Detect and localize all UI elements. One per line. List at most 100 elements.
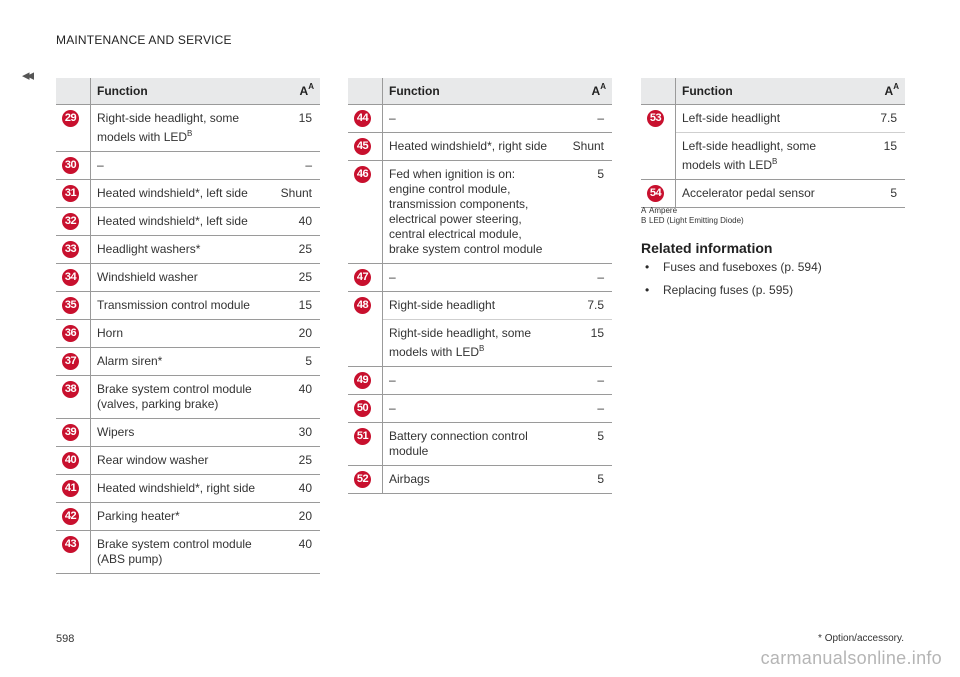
- fuse-number-cell: 34: [56, 263, 91, 292]
- table-row: 35 Transmission control module 15: [56, 291, 320, 320]
- fuse-amperage: 5: [558, 160, 612, 264]
- fuse-number-cell: 53: [641, 104, 676, 180]
- fuse-amperage: 5: [851, 179, 905, 208]
- table-body: 44– –45 Heated windshield*, right side Shun…: [348, 104, 612, 494]
- footnote-b: B LED (Light Emitting Diode): [641, 216, 744, 225]
- fuse-function-text: Brake system control module (ABS pump): [97, 537, 252, 566]
- fuse-function-text: Left-side headlight, some models with LE…: [682, 139, 817, 172]
- fuse-number-cell: 52: [348, 465, 383, 494]
- table-row: 48 Right-side headlight 7.5: [348, 291, 612, 367]
- fuse-function-text: Accelerator pedal sensor: [682, 186, 815, 200]
- fuse-function: Right-side headlight: [382, 291, 558, 320]
- table-row: 54 Accelerator pedal sensor 5: [641, 179, 905, 208]
- fuse-number-badge: 50: [354, 400, 371, 417]
- header-function: Function: [382, 78, 558, 105]
- fuse-table-2: Function AA 44– –45 Heated windshield*, righ…: [348, 78, 612, 494]
- fuse-number-badge: 39: [62, 424, 79, 441]
- table-row: 41 Heated windshield*, right side 40: [56, 474, 320, 503]
- fuse-function: Brake system control module (valves, par…: [90, 375, 266, 419]
- page-number: 598: [56, 633, 75, 645]
- fuse-number-badge: 46: [354, 166, 371, 183]
- fuse-amperage: 15: [266, 291, 320, 320]
- fuse-number-badge: 30: [62, 157, 79, 174]
- fuse-function-text: Horn: [97, 326, 124, 340]
- table-row: 37 Alarm siren* 5: [56, 347, 320, 376]
- fuse-function: Parking heater*: [90, 502, 266, 531]
- fuse-amperage: 5: [558, 422, 612, 466]
- table-row: 33 Headlight washers* 25: [56, 235, 320, 264]
- footnote-marker: B: [187, 129, 193, 138]
- table-row: 45 Heated windshield*, right side Shunt: [348, 132, 612, 161]
- fuse-number-cell: 48: [348, 291, 383, 367]
- fuse-amperage: 5: [558, 465, 612, 494]
- fuse-function: Heated windshield*, left side: [90, 179, 266, 208]
- fuse-number-badge: 29: [62, 110, 79, 127]
- fuse-number-cell: 31: [56, 179, 91, 208]
- fuse-number-cell: 36: [56, 319, 91, 348]
- fuse-number-badge: 42: [62, 508, 79, 525]
- fuse-number-cell: 30: [56, 151, 91, 180]
- fuse-amperage: –: [266, 151, 320, 180]
- fuse-amperage: 20: [266, 502, 320, 531]
- fuse-function-text: –: [389, 111, 396, 125]
- fuse-function: –: [90, 151, 266, 180]
- fuse-amperage: 15: [558, 319, 612, 367]
- header-number-cell: [348, 78, 383, 105]
- fuse-amperage: 40: [266, 530, 320, 574]
- fuse-number-badge: 44: [354, 110, 371, 127]
- previous-page-icon[interactable]: ◂◂: [22, 67, 34, 84]
- fuse-amperage: 15: [851, 132, 905, 180]
- table-body: 53 Left-side headlight 7.5 Left-side headli…: [641, 104, 905, 208]
- fuse-amperage: –: [558, 104, 612, 133]
- header-amp-label: A: [299, 84, 309, 98]
- fuse-function: Heated windshield*, right side: [382, 132, 558, 161]
- fuse-function: Windshield washer: [90, 263, 266, 292]
- fuse-function-text: Heated windshield*, left side: [97, 214, 248, 228]
- fuse-function-text: Wipers: [97, 425, 135, 439]
- table-row: 43 Brake system control module (ABS pump)…: [56, 530, 320, 574]
- table-row: 46 Fed when ignition is on: engine contro…: [348, 160, 612, 264]
- footnote-a: A Ampere: [641, 206, 678, 215]
- fuse-number-badge: 35: [62, 297, 79, 314]
- fuse-amperage: Shunt: [558, 132, 612, 161]
- fuse-function-text: Right-side headlight, some models with L…: [97, 111, 240, 144]
- footer-note: * Option/accessory.: [818, 633, 904, 644]
- table-row: 50 – –: [348, 394, 612, 423]
- fuse-number-badge: 54: [647, 185, 664, 202]
- fuse-function-text: Heated windshield*, right side: [389, 139, 548, 153]
- fuse-number-badge: 53: [647, 110, 664, 127]
- fuse-amperage: 20: [266, 319, 320, 348]
- fuse-function: –: [382, 263, 558, 292]
- table-row: 30 – –: [56, 151, 320, 180]
- fuse-number-badge: 40: [62, 452, 79, 469]
- table-row: 29 Right-side headlight, some models with…: [56, 104, 320, 152]
- table-row: 31 Heated windshield*, left side Shunt: [56, 179, 320, 208]
- fuse-number-cell: 42: [56, 502, 91, 531]
- fuse-amperage: 7.5: [851, 104, 905, 133]
- related-link-fuses-and-fuseboxes[interactable]: Fuses and fuseboxes (p. 594): [663, 260, 822, 274]
- fuse-function: Alarm siren*: [90, 347, 266, 376]
- fuse-table: Function AA 44– –45 Heated windshield*, righ…: [348, 78, 612, 494]
- fuse-number-cell: 37: [56, 347, 91, 376]
- fuse-function-text: –: [389, 270, 396, 284]
- fuse-function-text: Heated windshield*, right side: [97, 481, 256, 495]
- fuse-function-text: Heated windshield*, left side: [97, 186, 248, 200]
- table-header: Function AA: [56, 78, 320, 105]
- fuse-number-cell: 49: [348, 366, 383, 395]
- table-row: 36 Horn 20: [56, 319, 320, 348]
- fuse-number-badge: 34: [62, 269, 79, 286]
- header-row: Function AA: [641, 78, 905, 105]
- table-row: 47 – –: [348, 263, 612, 292]
- fuse-function: Headlight washers*: [90, 235, 266, 264]
- table-row: 34 Windshield washer 25: [56, 263, 320, 292]
- fuse-function: Left-side headlight: [675, 104, 851, 133]
- related-link-replacing-fuses[interactable]: Replacing fuses (p. 595): [663, 283, 794, 297]
- fuse-amperage: 25: [266, 263, 320, 292]
- fuse-function: Heated windshield*, right side: [90, 474, 266, 503]
- fuse-number-cell: 39: [56, 418, 91, 447]
- fuse-number-badge: 47: [354, 269, 371, 286]
- fuse-function: Brake system control module (ABS pump): [90, 530, 266, 574]
- table-row: 32 Heated windshield*, left side 40: [56, 207, 320, 236]
- fuse-number-badge: 36: [62, 325, 79, 342]
- fuse-number-badge: 32: [62, 213, 79, 230]
